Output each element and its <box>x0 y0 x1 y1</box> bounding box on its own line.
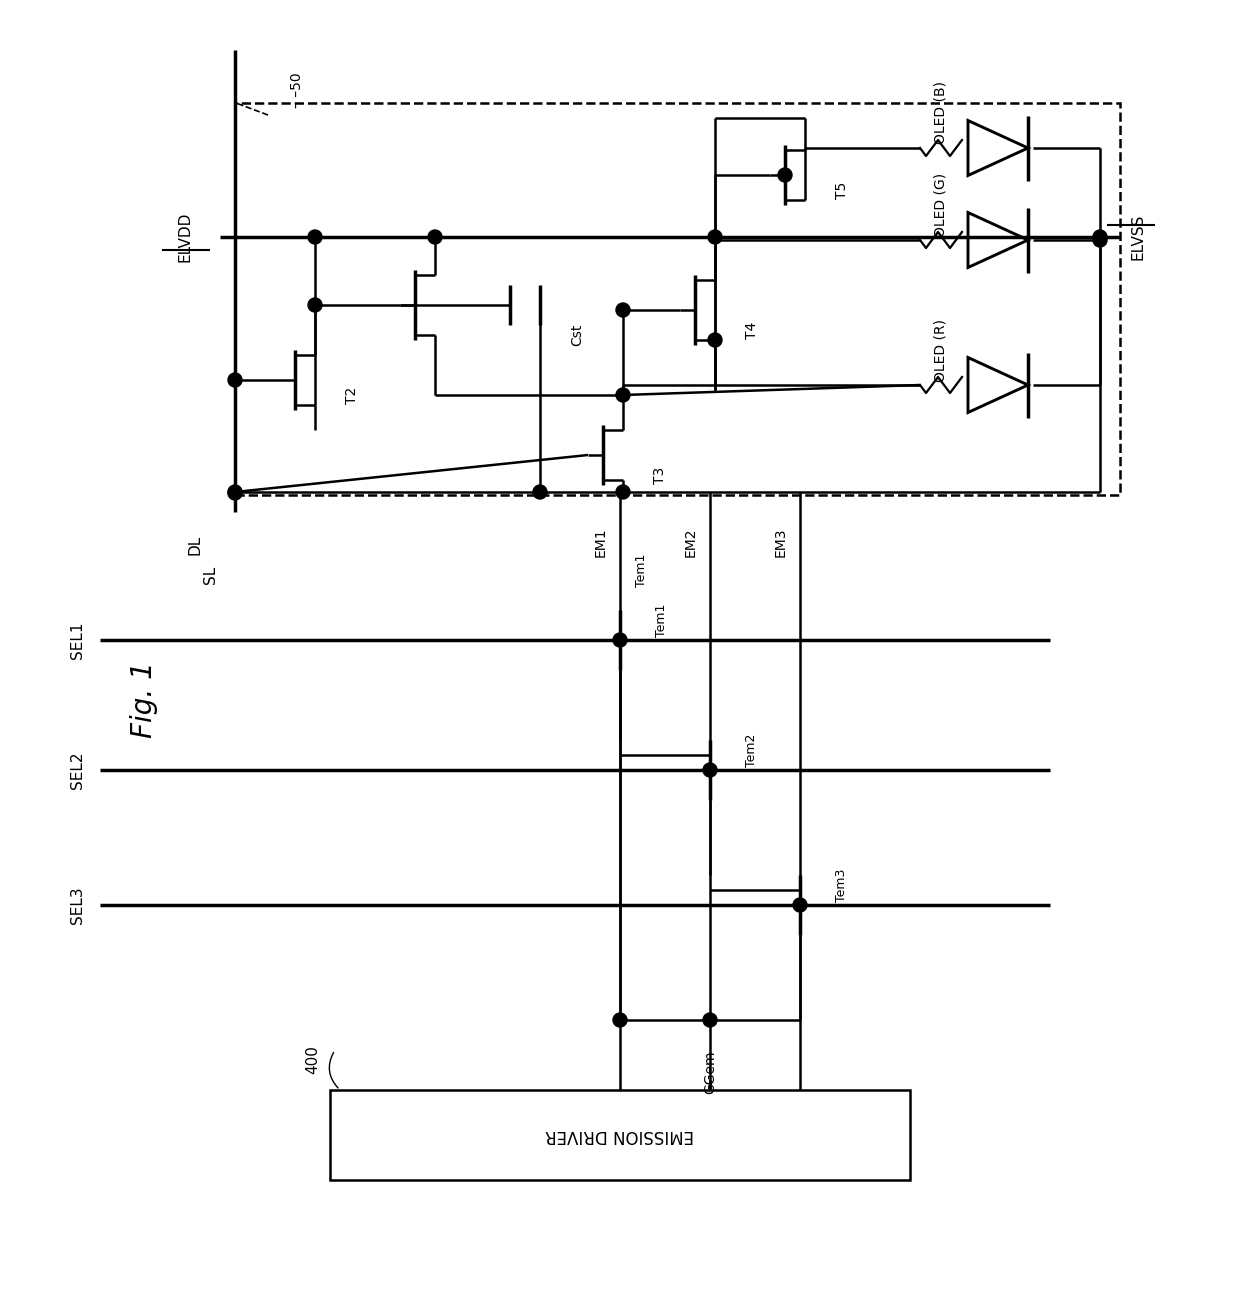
Text: – –50: – –50 <box>290 72 304 108</box>
Bar <box>330 1090 910 1179</box>
Text: T3: T3 <box>653 467 667 483</box>
Text: T2: T2 <box>345 387 360 403</box>
Circle shape <box>708 333 722 347</box>
Text: EM1: EM1 <box>594 527 608 557</box>
Circle shape <box>428 229 441 244</box>
Circle shape <box>308 298 322 312</box>
Text: Cst: Cst <box>570 324 584 347</box>
Circle shape <box>1092 229 1107 244</box>
Text: ELVDD: ELVDD <box>177 211 192 262</box>
Text: Fig. 1: Fig. 1 <box>130 661 157 739</box>
Text: OLED (B): OLED (B) <box>932 81 947 144</box>
Text: EMISSION DRIVER: EMISSION DRIVER <box>546 1127 694 1145</box>
Circle shape <box>703 763 717 777</box>
Text: SEL3: SEL3 <box>69 887 86 924</box>
Circle shape <box>1092 233 1107 247</box>
Text: EM2: EM2 <box>684 527 698 557</box>
Circle shape <box>228 486 242 500</box>
Circle shape <box>616 303 630 317</box>
Text: 400: 400 <box>305 1045 320 1075</box>
Text: OLED (G): OLED (G) <box>932 173 947 237</box>
Circle shape <box>613 1013 627 1027</box>
Text: Tem1: Tem1 <box>655 603 668 637</box>
Text: DL: DL <box>187 535 202 556</box>
Text: Tem2: Tem2 <box>745 733 758 767</box>
Circle shape <box>794 898 807 913</box>
Circle shape <box>616 485 630 499</box>
Circle shape <box>703 1013 717 1027</box>
Circle shape <box>308 229 322 244</box>
Circle shape <box>533 485 547 499</box>
Circle shape <box>228 373 242 387</box>
Text: SEL1: SEL1 <box>69 621 86 659</box>
Text: SL: SL <box>202 566 217 584</box>
Text: OLED (R): OLED (R) <box>932 318 947 382</box>
Bar <box>236 103 1120 495</box>
Text: Tem1: Tem1 <box>635 553 649 586</box>
Text: T5: T5 <box>835 182 849 199</box>
Circle shape <box>228 485 242 499</box>
Text: ELVSS: ELVSS <box>1130 214 1145 260</box>
Circle shape <box>777 168 792 182</box>
Circle shape <box>613 633 627 647</box>
Circle shape <box>616 388 630 402</box>
Text: SEL2: SEL2 <box>69 751 86 789</box>
Text: Tem3: Tem3 <box>835 869 848 902</box>
Circle shape <box>708 229 722 244</box>
Text: GGem: GGem <box>703 1051 717 1093</box>
Text: T4: T4 <box>745 321 759 339</box>
Text: EM3: EM3 <box>774 527 787 557</box>
